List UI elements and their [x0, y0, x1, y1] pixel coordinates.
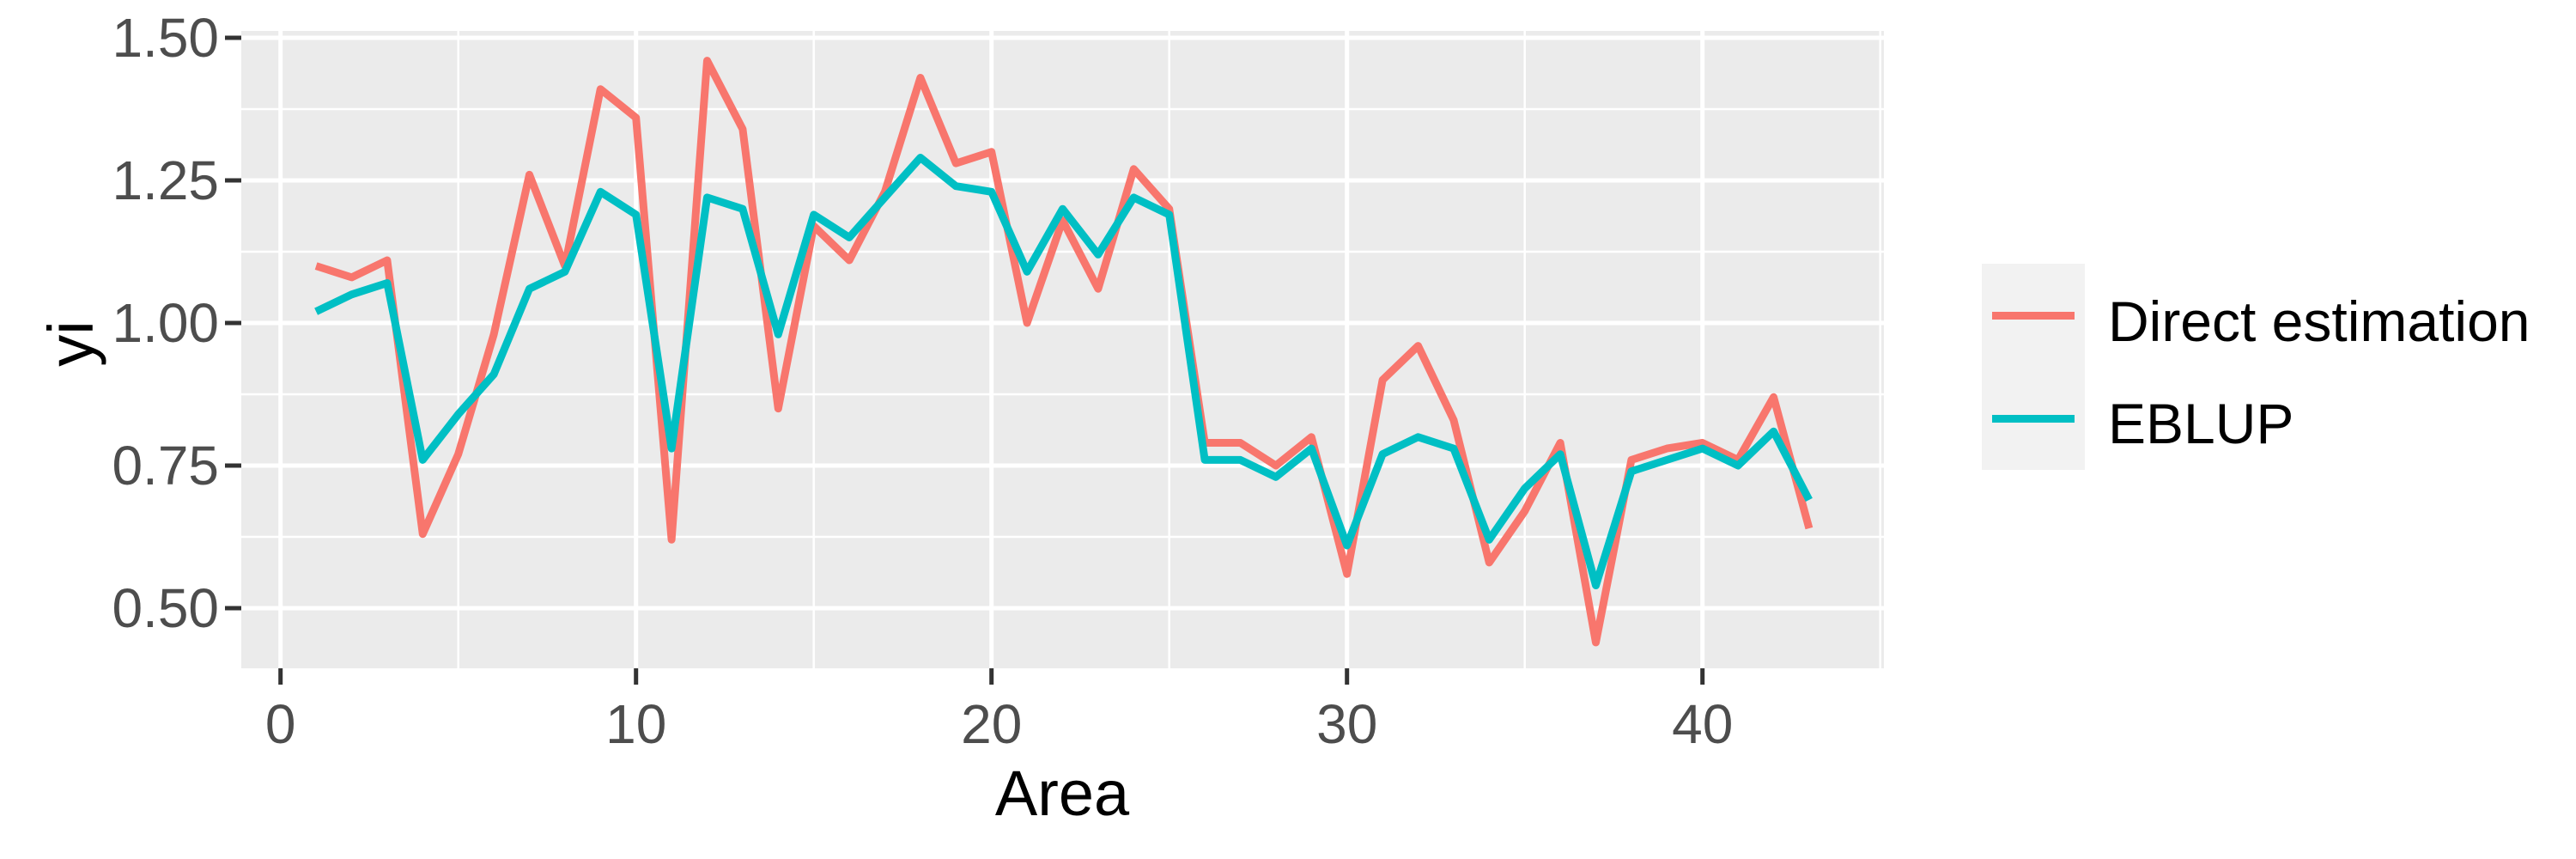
legend-key-box: [1982, 367, 2085, 470]
y-tick-label: 1.25: [112, 149, 219, 212]
y-tick-label: 1.00: [112, 292, 219, 355]
x-tick-label: 30: [1316, 693, 1378, 755]
legend-key-box: [1982, 264, 2085, 367]
y-axis-title: yi: [35, 320, 106, 367]
x-tick-label: 0: [264, 693, 296, 755]
y-tick-label: 1.50: [112, 7, 219, 70]
series-line-eblup: [314, 154, 1813, 589]
eblup-key-line: [1992, 414, 2075, 423]
legend-label-eblup: EBLUP: [2108, 392, 2294, 455]
legend-label-direct-estimation: Direct estimation: [2108, 289, 2530, 353]
x-tick-label: 40: [1672, 693, 1734, 755]
x-tick-label: 10: [605, 693, 667, 755]
y-tick-label: 0.75: [112, 435, 219, 497]
direct-estimation-key-line: [1992, 311, 2075, 320]
x-tick-label: 20: [961, 693, 1023, 755]
x-axis-title: Area: [994, 758, 1130, 829]
y-tick-label: 0.50: [112, 577, 219, 640]
